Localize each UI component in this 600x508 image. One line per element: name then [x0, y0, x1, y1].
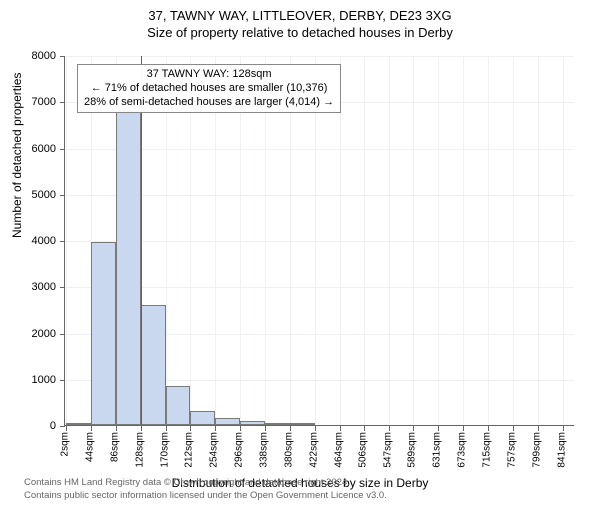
histogram-bar	[265, 423, 290, 425]
xtick-label: 422sqm	[308, 432, 319, 468]
annotation-line-2: ← 71% of detached houses are smaller (10…	[84, 82, 334, 96]
annotation-line-3: 28% of semi-detached houses are larger (…	[84, 96, 334, 110]
xtick-label: 212sqm	[184, 432, 195, 468]
ytick-label: 6000	[0, 143, 56, 155]
ytick-label: 5000	[0, 189, 56, 201]
xtick-mark	[538, 426, 539, 431]
xtick-mark	[116, 426, 117, 431]
xtick-label: 44sqm	[85, 432, 96, 462]
ytick-mark	[60, 334, 65, 335]
xtick-label: 338sqm	[258, 432, 269, 468]
xtick-mark	[488, 426, 489, 431]
xtick-mark	[340, 426, 341, 431]
xtick-label: 2sqm	[60, 432, 71, 456]
xtick-mark	[463, 426, 464, 431]
ytick-mark	[60, 195, 65, 196]
footer-attribution: Contains HM Land Registry data © Crown c…	[24, 477, 387, 502]
xtick-mark	[563, 426, 564, 431]
histogram-bar	[240, 421, 265, 425]
xtick-label: 715sqm	[482, 432, 493, 468]
xtick-mark	[413, 426, 414, 431]
histogram-bar	[66, 423, 91, 425]
xtick-label: 673sqm	[457, 432, 468, 468]
ytick-mark	[60, 287, 65, 288]
chart-container: 37 TAWNY WAY: 128sqm ← 71% of detached h…	[64, 56, 574, 426]
ytick-label: 3000	[0, 281, 56, 293]
plot-area: 37 TAWNY WAY: 128sqm ← 71% of detached h…	[64, 56, 574, 426]
xtick-label: 506sqm	[358, 432, 369, 468]
xtick-mark	[389, 426, 390, 431]
xtick-mark	[265, 426, 266, 431]
xtick-mark	[438, 426, 439, 431]
histogram-bar	[91, 242, 116, 425]
histogram-bar	[141, 305, 166, 425]
xtick-label: 128sqm	[134, 432, 145, 468]
annotation-box: 37 TAWNY WAY: 128sqm ← 71% of detached h…	[77, 64, 341, 113]
ytick-label: 0	[0, 420, 56, 432]
xtick-label: 547sqm	[382, 432, 393, 468]
gridline-v	[463, 56, 464, 425]
gridline-v	[563, 56, 564, 425]
gridline-v	[66, 56, 67, 425]
xtick-label: 170sqm	[159, 432, 170, 468]
histogram-bar	[166, 386, 191, 425]
xtick-label: 799sqm	[531, 432, 542, 468]
ytick-mark	[60, 102, 65, 103]
xtick-label: 631sqm	[432, 432, 443, 468]
xtick-label: 296sqm	[234, 432, 245, 468]
xtick-mark	[240, 426, 241, 431]
gridline-v	[488, 56, 489, 425]
xtick-mark	[166, 426, 167, 431]
histogram-bar	[290, 423, 315, 425]
ytick-mark	[60, 241, 65, 242]
xtick-label: 254sqm	[209, 432, 220, 468]
xtick-mark	[364, 426, 365, 431]
ytick-label: 4000	[0, 235, 56, 247]
xtick-mark	[91, 426, 92, 431]
xtick-mark	[513, 426, 514, 431]
footer-line-1: Contains HM Land Registry data © Crown c…	[24, 477, 387, 489]
ytick-label: 7000	[0, 96, 56, 108]
xtick-mark	[215, 426, 216, 431]
gridline-v	[513, 56, 514, 425]
gridline-v	[413, 56, 414, 425]
xtick-mark	[315, 426, 316, 431]
histogram-bar	[116, 111, 141, 426]
ytick-mark	[60, 149, 65, 150]
gridline-v	[538, 56, 539, 425]
xtick-mark	[290, 426, 291, 431]
xtick-label: 464sqm	[333, 432, 344, 468]
xtick-mark	[66, 426, 67, 431]
ytick-mark	[60, 380, 65, 381]
chart-title-main: 37, TAWNY WAY, LITTLEOVER, DERBY, DE23 3…	[0, 8, 600, 23]
xtick-mark	[190, 426, 191, 431]
xtick-label: 757sqm	[506, 432, 517, 468]
histogram-bar	[190, 411, 215, 425]
gridline-v	[364, 56, 365, 425]
ytick-label: 8000	[0, 50, 56, 62]
xtick-label: 841sqm	[556, 432, 567, 468]
ytick-label: 1000	[0, 374, 56, 386]
ytick-mark	[60, 426, 65, 427]
xtick-label: 86sqm	[109, 432, 120, 462]
annotation-line-1: 37 TAWNY WAY: 128sqm	[84, 68, 334, 82]
footer-line-2: Contains public sector information licen…	[24, 490, 387, 502]
ytick-label: 2000	[0, 328, 56, 340]
xtick-mark	[141, 426, 142, 431]
ytick-mark	[60, 56, 65, 57]
gridline-v	[438, 56, 439, 425]
gridline-v	[389, 56, 390, 425]
xtick-label: 589sqm	[407, 432, 418, 468]
chart-title-sub: Size of property relative to detached ho…	[0, 25, 600, 40]
xtick-label: 380sqm	[283, 432, 294, 468]
histogram-bar	[215, 418, 240, 425]
